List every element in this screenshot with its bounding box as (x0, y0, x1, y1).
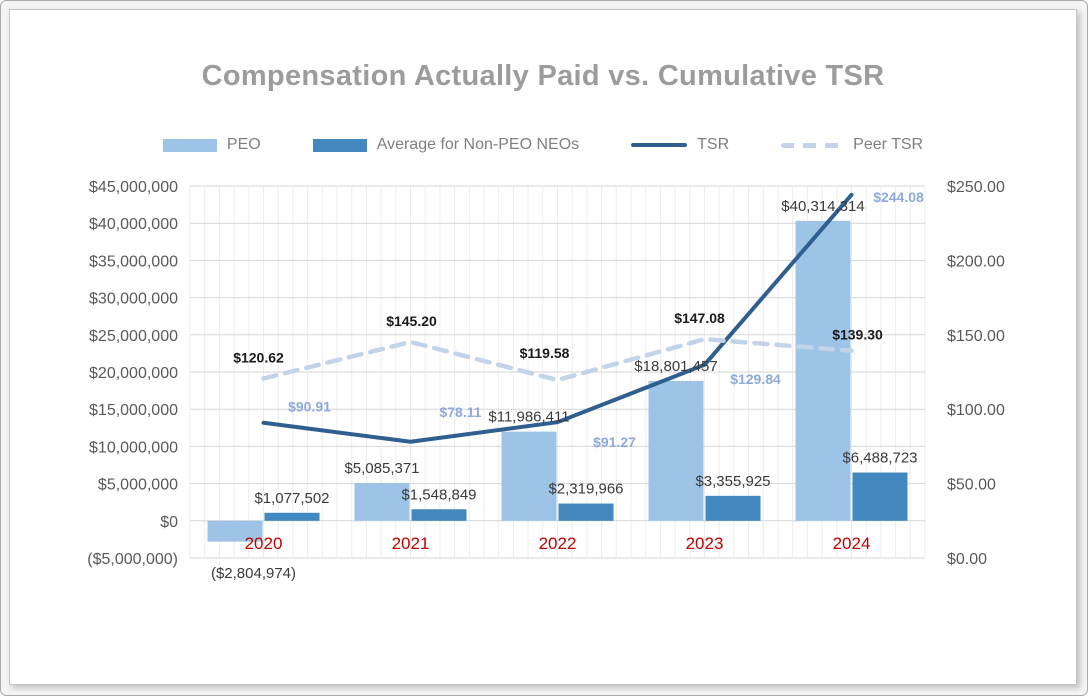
legend-label-peo: PEO (226, 136, 261, 153)
chart-card: Compensation Actually Paid vs. Cumulativ… (9, 9, 1077, 685)
peer-tsr-dash-swatch-icon (781, 142, 844, 148)
legend-label-tsr: TSR (697, 136, 730, 153)
left-axis-tick-label: $15,000,000 (89, 402, 178, 419)
right-axis-tick-label: $250.00 (947, 179, 1005, 196)
left-axis-tick-label: $45,000,000 (89, 179, 178, 196)
right-axis-tick-label: $100.00 (947, 402, 1005, 419)
bar-peo-2022 (501, 431, 557, 521)
bar-value-label: $40,314,314 (781, 198, 864, 215)
bar-value-label: $6,488,723 (842, 450, 917, 467)
bar-non-peo-2024 (852, 472, 908, 521)
legend-item-peo: PEO (162, 136, 261, 154)
chart-legend: PEO Average for Non-PEO NEOs TSR Peer TS… (10, 136, 1076, 154)
peer-tsr-point-label: $139.30 (832, 327, 883, 343)
peer-tsr-line (261, 336, 854, 383)
bar-peo-2024 (795, 220, 851, 521)
bar-peo-2021 (354, 482, 410, 521)
bar-value-label: $5,085,371 (344, 460, 419, 477)
non-peo-swatch-icon (312, 138, 367, 152)
legend-item-non-peo: Average for Non-PEO NEOs (312, 136, 580, 154)
right-axis-tick-label: $150.00 (947, 328, 1005, 345)
tsr-point-label: $78.11 (439, 404, 481, 420)
left-axis-tick-label: $35,000,000 (89, 253, 178, 270)
category-label-2022: 2022 (539, 534, 577, 553)
left-axis-tick-label: $5,000,000 (98, 477, 178, 494)
category-label-2023: 2023 (686, 534, 724, 553)
legend-item-tsr: TSR (631, 136, 729, 154)
bar-non-peo-2022 (558, 503, 614, 521)
left-axis-tick-label: $25,000,000 (89, 328, 178, 345)
left-axis-tick-label: $20,000,000 (89, 365, 178, 382)
tsr-point-label: $91.27 (593, 434, 636, 450)
bar-value-label: ($2,804,974) (211, 565, 296, 582)
category-label-2024: 2024 (833, 534, 871, 553)
left-axis-tick-label: ($5,000,000) (87, 551, 178, 568)
bar-value-label: $2,319,966 (548, 481, 623, 498)
bar-non-peo-2020 (264, 512, 320, 521)
chart-title: Compensation Actually Paid vs. Cumulativ… (201, 60, 885, 92)
bar-non-peo-2021 (411, 509, 467, 521)
bar-value-label: $1,548,849 (401, 486, 476, 503)
tsr-point-label: $90.91 (288, 399, 331, 415)
legend-label-non-peo: Average for Non-PEO NEOs (376, 136, 580, 153)
bar-peo-2020 (207, 520, 263, 542)
right-axis-tick-label: $0.00 (947, 551, 987, 568)
peer-tsr-point-label: $119.58 (520, 345, 570, 361)
peer-tsr-point-label: $145.20 (386, 313, 437, 329)
bar-value-label: $18,801,457 (634, 358, 717, 375)
bar-peo-2023 (648, 380, 704, 521)
category-label-2021: 2021 (392, 534, 430, 553)
right-axis-tick-label: $50.00 (947, 477, 996, 494)
left-axis-tick-label: $10,000,000 (89, 439, 178, 456)
legend-label-peer-tsr: Peer TSR (853, 136, 924, 153)
peo-swatch-icon (162, 138, 217, 152)
bar-value-label: $1,077,502 (254, 490, 329, 507)
peer-tsr-point-label: $147.08 (674, 310, 725, 326)
left-axis-tick-label: $40,000,000 (89, 216, 178, 233)
left-axis-tick-label: $0 (160, 514, 178, 531)
tsr-line (261, 192, 854, 444)
right-axis-tick-label: $200.00 (947, 253, 1005, 270)
tsr-line-swatch-icon (631, 143, 688, 147)
tsr-point-label: $129.84 (730, 371, 781, 387)
left-axis-tick-label: $30,000,000 (89, 291, 178, 308)
bar-value-label: $3,355,925 (695, 473, 770, 490)
legend-item-peer-tsr: Peer TSR (781, 136, 923, 154)
category-label-2020: 2020 (245, 534, 283, 553)
bar-non-peo-2023 (705, 495, 761, 521)
bar-value-label: $11,986,411 (488, 409, 569, 426)
peer-tsr-point-label: $120.62 (233, 350, 284, 366)
compensation-vs-tsr-chart: ($5,000,000) $0 $5,000,000 $10,000,000 $15,0… (87, 179, 1005, 582)
tsr-point-label: $244.08 (873, 189, 924, 205)
